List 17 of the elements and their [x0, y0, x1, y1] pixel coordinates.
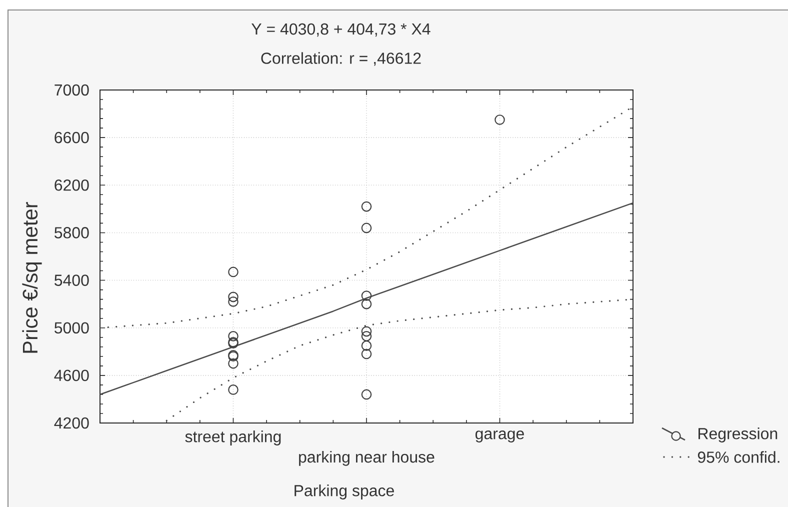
- y-tick-label: 5800: [54, 227, 89, 238]
- y-tick-label: 7000: [54, 84, 89, 96]
- y-tick-label: 5000: [54, 322, 89, 334]
- y-axis-title: Price €/sq meter: [22, 202, 42, 353]
- y-tick-label: 6600: [54, 132, 89, 144]
- x-axis-title: Parking space: [294, 484, 394, 500]
- legend-label: 95% confid.: [698, 451, 780, 463]
- chart-subtitle: Correlation: r = ,46612: [261, 52, 421, 66]
- x-tick-label: street parking: [185, 430, 281, 446]
- y-tick-label: 6200: [54, 179, 89, 191]
- y-tick-label: 4600: [54, 370, 89, 382]
- x-tick-label: parking near house: [299, 450, 434, 466]
- x-tick-label: garage: [476, 430, 524, 442]
- legend-label: Regression: [698, 428, 778, 442]
- chart-title: Y = 4030,8 + 404,73 * X4: [251, 23, 430, 37]
- y-tick-label: 5400: [54, 274, 89, 286]
- y-tick-label: 4200: [54, 417, 89, 429]
